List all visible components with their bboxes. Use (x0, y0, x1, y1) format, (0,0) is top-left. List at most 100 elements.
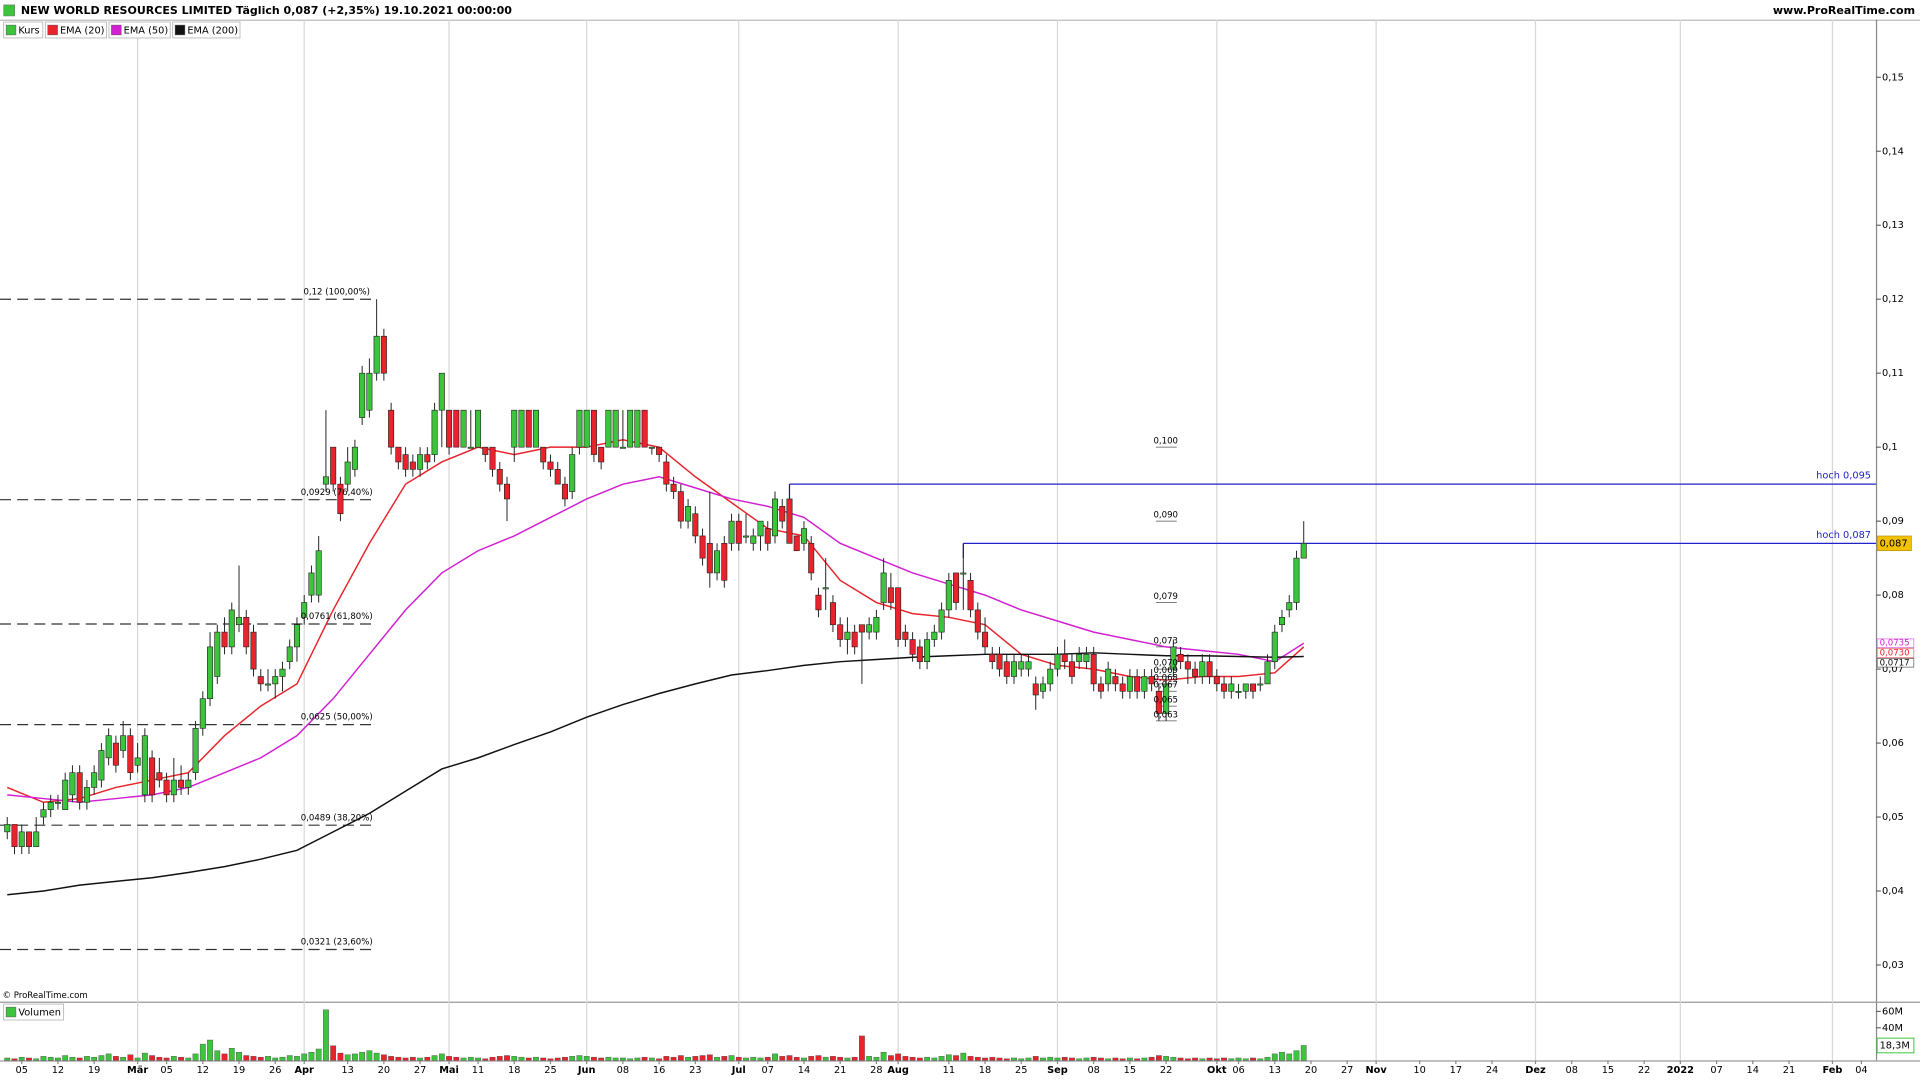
x-tick-label: 19 (233, 1065, 245, 1076)
x-tick-label: 14 (1747, 1065, 1759, 1076)
candle-body (83, 787, 90, 803)
candle-body (257, 676, 264, 685)
chart-title: NEW WORLD RESOURCES LIMITED Täglich 0,08… (21, 4, 512, 17)
volume-tick-label: 60M (1882, 1006, 1903, 1017)
volume-bar (880, 1052, 887, 1061)
y-tick-label: 0,15 (1882, 72, 1904, 83)
fib-label: 0,0761 (61,80%) (301, 612, 373, 622)
candle-body (308, 572, 315, 596)
volume-bar (663, 1056, 670, 1061)
volume-bar (1213, 1058, 1220, 1061)
volume-bar (743, 1057, 749, 1061)
x-tick-label: 06 (1232, 1065, 1244, 1076)
volume-bar (105, 1053, 112, 1061)
candle-body (1134, 676, 1141, 692)
candle-body (250, 631, 257, 670)
candle-body (605, 409, 612, 448)
volume-bar (286, 1055, 293, 1061)
candle-body (518, 409, 525, 448)
x-tick-label: 11 (943, 1065, 955, 1076)
volume-bar (714, 1056, 720, 1061)
x-tick-label: 26 (269, 1065, 281, 1076)
volume-bar (677, 1055, 684, 1061)
candle-body (504, 483, 511, 500)
volume-bar (1025, 1057, 1032, 1061)
candle-body (1126, 676, 1133, 692)
volume-bar (620, 1057, 626, 1061)
x-tick-label: 2022 (1667, 1065, 1694, 1076)
volume-bar (395, 1056, 402, 1061)
x-tick-label: 18 (979, 1065, 991, 1076)
candle-body (47, 801, 54, 810)
last-ema-label: 0,0717 (1880, 658, 1910, 668)
volume-bar (1083, 1057, 1090, 1061)
candle-body (837, 624, 844, 640)
level-label: 0,069 (1153, 666, 1178, 676)
candle-body (612, 409, 619, 448)
candle-body (1025, 661, 1032, 670)
x-tick-label: 27 (1341, 1065, 1353, 1076)
volume-bar (352, 1053, 358, 1061)
volume-bar (279, 1056, 286, 1061)
x-tick-label: 14 (798, 1065, 810, 1076)
candle-body (417, 454, 424, 470)
legend-box (44, 21, 107, 39)
volume-bar (721, 1056, 728, 1061)
volume-bar (1148, 1056, 1155, 1061)
candle-body (771, 498, 778, 537)
candle-body (293, 624, 300, 648)
fib-label: 0,0625 (50,00%) (301, 713, 373, 723)
candle-body (1199, 661, 1206, 677)
y-tick-label: 0,1 (1882, 442, 1898, 453)
source: www.ProRealTime.com (1773, 4, 1915, 17)
candle-body (902, 631, 909, 640)
volume-bar (793, 1056, 800, 1061)
candle-body (272, 676, 279, 685)
candle-body (351, 446, 358, 470)
volume-bar (511, 1056, 518, 1061)
candle-body (1112, 676, 1119, 685)
volume-bar (779, 1056, 786, 1061)
x-tick-label: 15 (1124, 1065, 1136, 1076)
volume-bar (1300, 1045, 1307, 1061)
high-label: hoch 0,095 (1816, 471, 1871, 482)
volume-bar (916, 1057, 923, 1061)
volume-bar (1127, 1057, 1133, 1061)
volume-bar (924, 1056, 930, 1061)
candle-body (1271, 631, 1278, 663)
candle-body (496, 469, 503, 485)
candle-body (236, 617, 243, 626)
volume-bar (656, 1058, 662, 1061)
volume-bar (1279, 1052, 1285, 1061)
candle-body (62, 779, 69, 810)
candle-body (1170, 646, 1177, 670)
volume-bar (974, 1056, 981, 1061)
y-tick-label: 0,06 (1882, 738, 1904, 749)
candle-body (743, 535, 750, 538)
volume-bar (221, 1053, 228, 1061)
volume-bar (1032, 1056, 1039, 1061)
candle-body (945, 580, 952, 611)
volume-bar (547, 1058, 554, 1061)
volume-bar (583, 1056, 590, 1061)
volume-bar (330, 1045, 337, 1061)
x-tick-label: 05 (160, 1065, 172, 1076)
candle-body (583, 409, 590, 448)
candle-body (800, 528, 807, 544)
candle-body (670, 483, 677, 492)
volume-bar (55, 1057, 61, 1061)
volume-bar (243, 1055, 250, 1061)
x-tick-label: 25 (1015, 1065, 1027, 1076)
volume-bar (120, 1056, 127, 1061)
volume-bar (272, 1057, 279, 1061)
legend-swatch (5, 24, 17, 36)
volume-bar (424, 1056, 431, 1061)
volume-bar (1199, 1058, 1206, 1061)
fib-label: 0,12 (100,00%) (303, 287, 370, 297)
x-tick-label: 08 (617, 1065, 629, 1076)
candle-body (808, 543, 815, 574)
y-tick-label: 0,08 (1882, 590, 1904, 601)
volume-bar (540, 1057, 547, 1061)
candle-body (540, 446, 547, 463)
candle-body (98, 750, 105, 781)
